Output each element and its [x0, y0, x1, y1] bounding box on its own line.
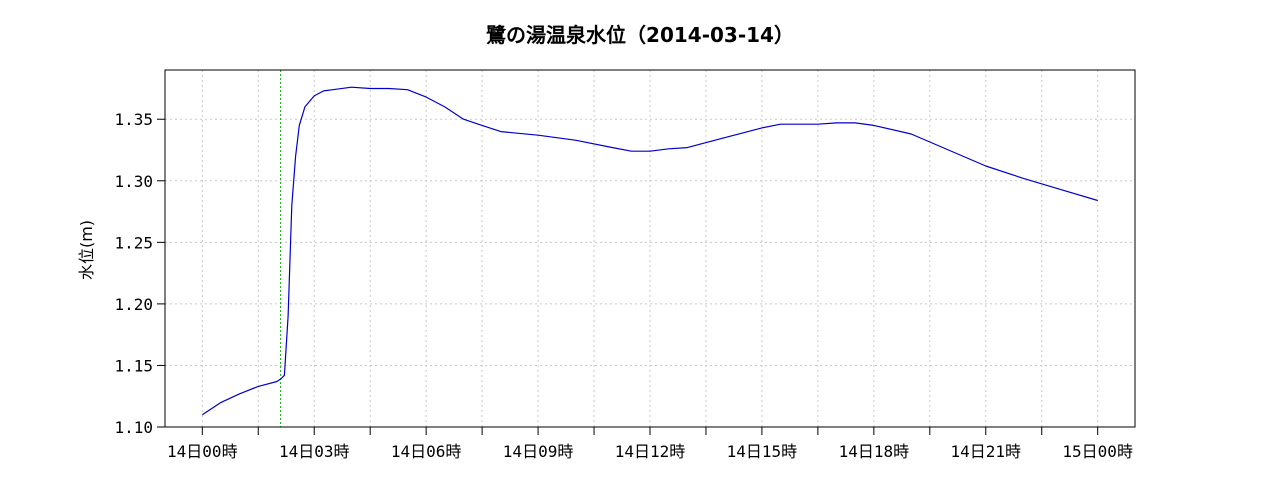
x-tick-label: 14日06時: [391, 442, 462, 461]
y-tick-label: 1.15: [114, 356, 153, 375]
x-tick-label: 14日03時: [279, 442, 350, 461]
y-tick-label: 1.30: [114, 172, 153, 191]
x-tick-label: 14日09時: [503, 442, 574, 461]
chart-title: 鷺の湯温泉水位（2014-03-14）: [486, 23, 794, 47]
y-tick-label: 1.20: [114, 295, 153, 314]
x-tick-label: 14日18時: [839, 442, 910, 461]
x-tick-label: 15日00時: [1062, 442, 1133, 461]
ticks: [157, 118, 1099, 435]
y-axis-label: 水位(m): [77, 220, 96, 280]
y-tick-label: 1.10: [114, 418, 153, 437]
y-tick-label: 1.25: [114, 233, 153, 252]
x-tick-label: 14日00時: [167, 442, 238, 461]
water-level-line: [201, 86, 1098, 416]
x-tick-label: 14日12時: [615, 442, 686, 461]
series-layer: [201, 86, 1098, 416]
x-tick-label: 14日21時: [950, 442, 1021, 461]
tick-labels: 1.10 1.15 1.20 1.25 1.30 1.35 14日00時 14日03時 14日0…: [114, 110, 1132, 461]
x-tick-label: 14日15時: [727, 442, 798, 461]
y-tick-label: 1.35: [114, 110, 153, 129]
